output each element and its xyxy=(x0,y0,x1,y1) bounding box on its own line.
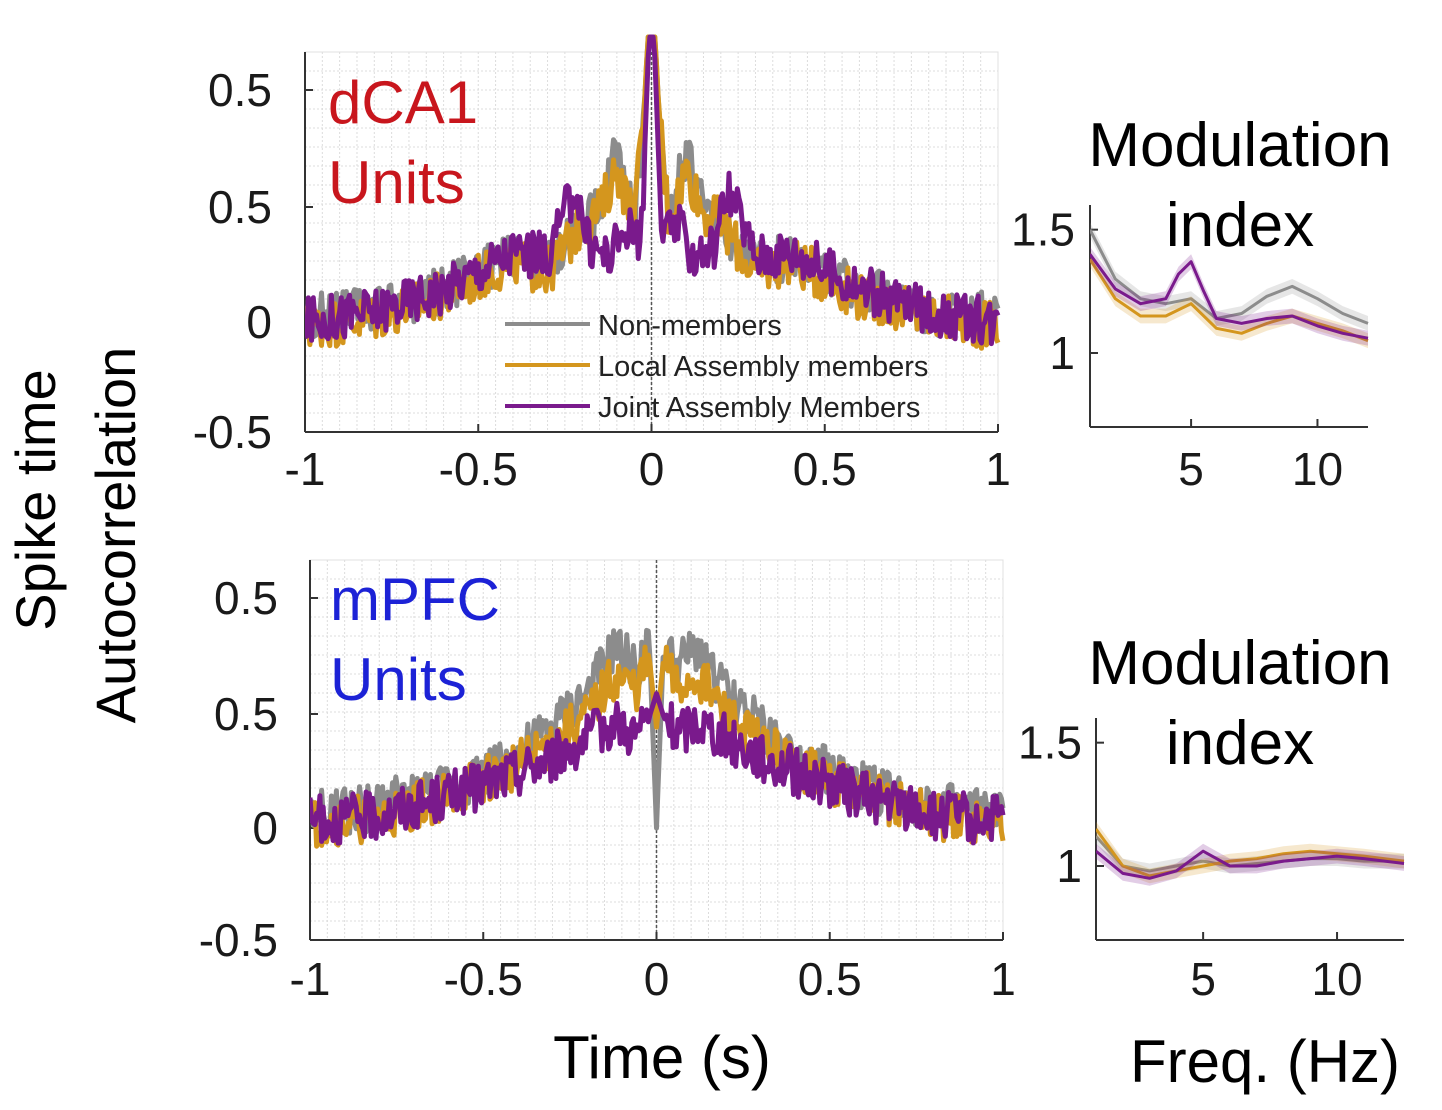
y-tick-label: 1 xyxy=(1056,840,1082,892)
x-tick-label: 1 xyxy=(985,443,1011,495)
y-tick-label: 1.5 xyxy=(1018,717,1082,769)
y-tick-label: 0.5 xyxy=(208,64,272,116)
x-tick-label: 0 xyxy=(644,953,670,1005)
x-tick-label: 10 xyxy=(1292,443,1343,495)
mi-title-bottom-line2: index xyxy=(1166,709,1314,778)
series-line-local-assembly-members xyxy=(1090,258,1369,343)
series-band xyxy=(1096,821,1404,884)
series-band xyxy=(1090,251,1368,349)
mpfc-region-label: mPFC xyxy=(330,566,500,633)
x-tick-label: -1 xyxy=(290,953,331,1005)
y-tick-label: 1.5 xyxy=(1011,204,1075,256)
x-tick-label: -0.5 xyxy=(444,953,523,1005)
x-tick-label: 0.5 xyxy=(793,443,857,495)
y-axis-label-line2: Autocorrelation xyxy=(84,347,147,724)
x-tick-label: 1 xyxy=(990,953,1016,1005)
mi-title-top-line1: Modulation xyxy=(1088,111,1391,180)
series-line-joint-assembly-members xyxy=(1096,849,1405,880)
y-tick-label: -0.5 xyxy=(193,406,272,458)
mpfc-modulation-index-chart: 5 10 1 1.5 xyxy=(1018,717,1405,1005)
legend-label-joint-assembly: Joint Assembly Members xyxy=(598,392,920,424)
mpfc-units-label: Units xyxy=(330,646,467,713)
dca1-units-label: Units xyxy=(328,149,465,216)
series-line-joint-assembly-members xyxy=(310,691,1006,846)
x-tick-label: -1 xyxy=(285,443,326,495)
y-tick-label: 0 xyxy=(252,802,278,854)
mpfc-autocorrelation-chart: -1 -0.5 0 0.5 1-0.500.50.5 xyxy=(199,559,1016,1005)
x-tick-label: 0.5 xyxy=(798,953,862,1005)
dca1-modulation-index-chart: 5 10 1 1.5 xyxy=(1011,204,1369,495)
x-tick-label: 10 xyxy=(1311,953,1362,1005)
x-tick-label: 5 xyxy=(1190,953,1216,1005)
legend-label-local-assembly: Local Assembly members xyxy=(598,351,928,383)
x-tick-label: 0 xyxy=(639,443,665,495)
y-tick-label: -0.5 xyxy=(199,914,278,966)
series-band xyxy=(1090,246,1368,346)
x-tick-label: 5 xyxy=(1178,443,1204,495)
x-tick-label: -0.5 xyxy=(439,443,518,495)
series-line-local-assembly-members xyxy=(310,644,1006,849)
dca1-region-label: dCA1 xyxy=(328,69,478,136)
y-tick-label: 0.5 xyxy=(214,572,278,624)
y-tick-label: 0.5 xyxy=(214,688,278,740)
series-line-non-members xyxy=(1090,229,1369,325)
y-tick-label: 0 xyxy=(246,296,272,348)
legend: Non-members Local Assembly members Joint… xyxy=(505,310,928,424)
mi-title-bottom-line1: Modulation xyxy=(1088,629,1391,698)
dca1-autocorrelation-chart: -1 -0.5 0 0.5 1-0.500.50.5 xyxy=(193,34,1011,495)
legend-label-non-members: Non-members xyxy=(598,310,782,342)
time-axis-label: Time (s) xyxy=(553,1024,771,1091)
series-line-joint-assembly-members xyxy=(305,34,1001,347)
mi-title-top-line2: index xyxy=(1166,191,1314,260)
y-tick-label: 1 xyxy=(1049,327,1075,379)
series-line-local-assembly-members xyxy=(1096,828,1405,878)
freq-axis-label: Freq. (Hz) xyxy=(1130,1028,1400,1095)
series-line-non-members xyxy=(310,627,1006,841)
y-axis-label-line1: Spike time xyxy=(4,369,67,630)
series-line-joint-assembly-members xyxy=(1090,253,1369,340)
y-tick-label: 0.5 xyxy=(208,181,272,233)
